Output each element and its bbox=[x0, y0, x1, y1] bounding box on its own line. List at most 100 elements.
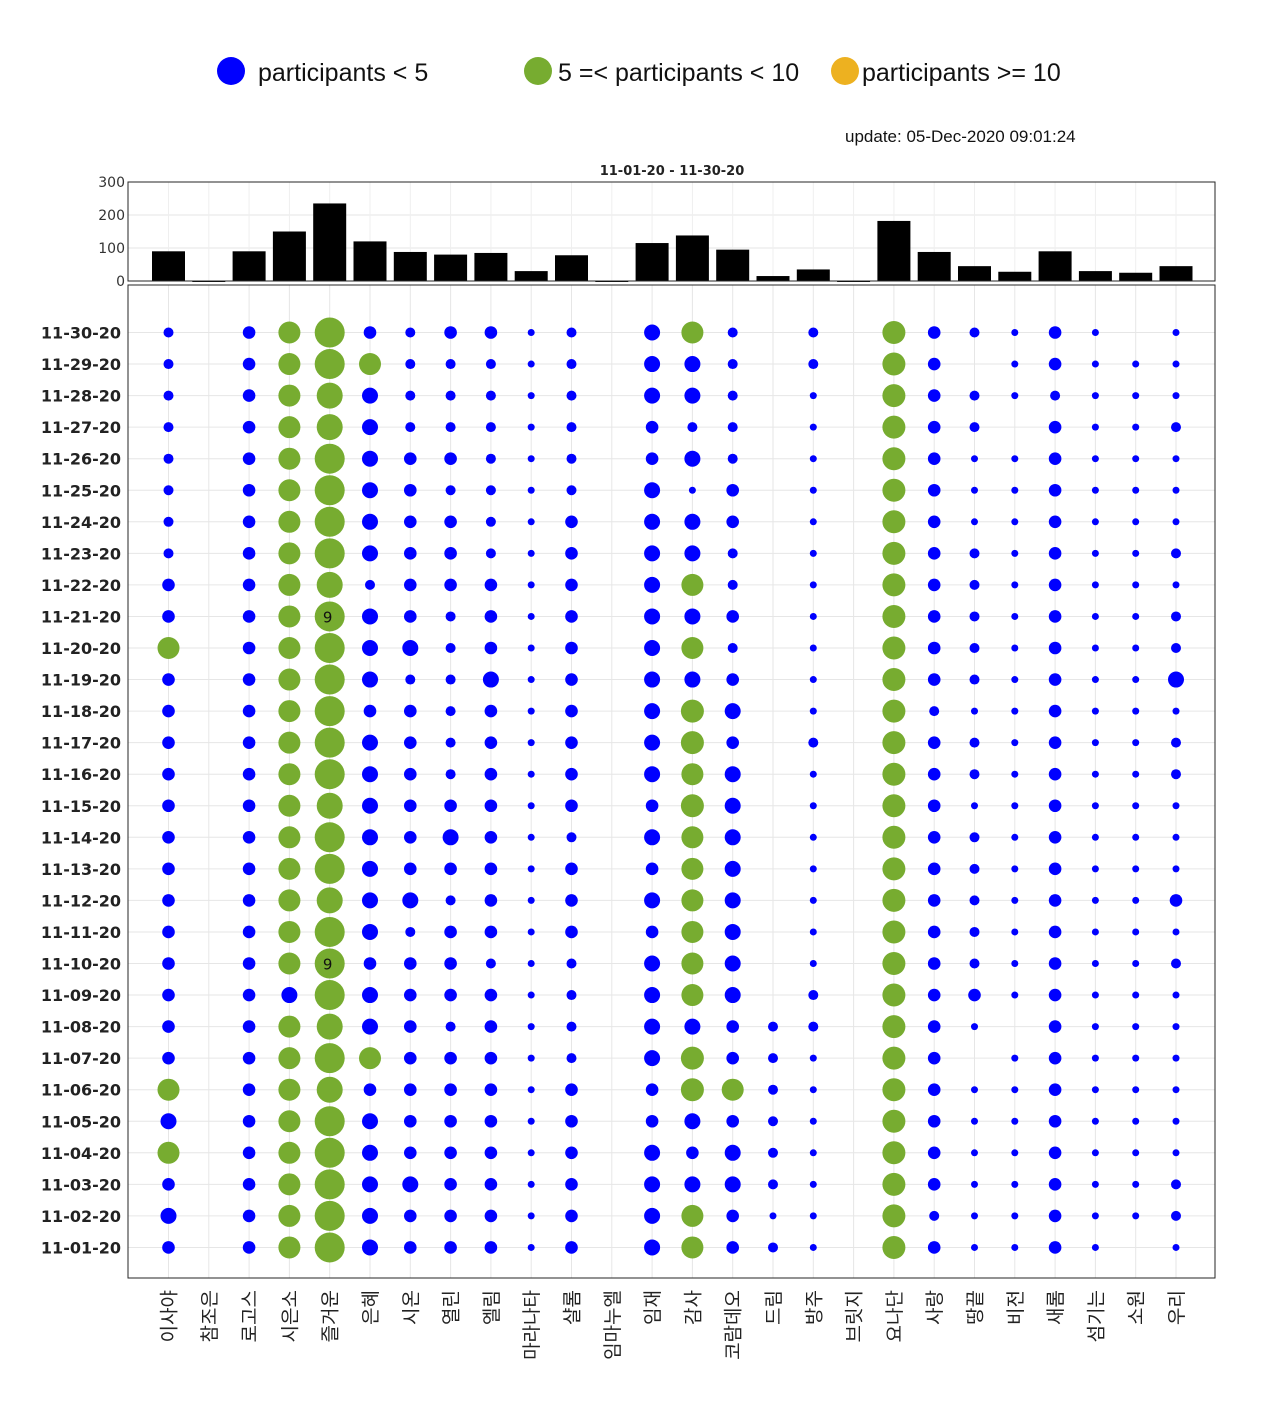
bubble bbox=[363, 704, 377, 718]
bubble bbox=[882, 1235, 906, 1259]
bubble bbox=[362, 860, 378, 877]
bubble bbox=[882, 952, 906, 975]
category-tick-label: 소원 bbox=[1126, 1290, 1148, 1325]
bubble bbox=[565, 641, 578, 655]
category-tick-label: 임마누엘 bbox=[602, 1290, 624, 1360]
bubble bbox=[927, 862, 941, 876]
bubble bbox=[1172, 360, 1180, 368]
bubble bbox=[927, 1146, 941, 1160]
bubble bbox=[1132, 928, 1140, 936]
bubble bbox=[402, 892, 419, 909]
bubble bbox=[362, 482, 378, 499]
bubble bbox=[565, 767, 578, 781]
date-tick-label: 11-29-20 bbox=[41, 355, 121, 374]
bubble bbox=[445, 706, 456, 717]
bar-chart-frame bbox=[127, 181, 1216, 282]
bubble bbox=[1011, 960, 1019, 967]
bubble bbox=[644, 892, 661, 909]
bubble bbox=[724, 987, 741, 1004]
bubble bbox=[809, 770, 817, 778]
bubble bbox=[882, 920, 906, 944]
bubble bbox=[404, 767, 417, 781]
bubble bbox=[485, 359, 496, 370]
category-tick-label: 즐거운 bbox=[320, 1290, 342, 1342]
bubble bbox=[1132, 865, 1140, 873]
date-tick-label: 11-05-20 bbox=[41, 1112, 121, 1131]
bubble bbox=[726, 1020, 739, 1033]
bubble bbox=[162, 831, 175, 844]
bubble bbox=[444, 1083, 457, 1096]
bubble bbox=[527, 1117, 535, 1125]
bubble bbox=[927, 610, 941, 623]
bubble bbox=[565, 704, 578, 718]
bubble bbox=[1172, 707, 1180, 715]
bubble bbox=[1091, 1212, 1099, 1220]
bubble bbox=[1172, 802, 1180, 810]
bubble bbox=[565, 862, 578, 876]
bubble bbox=[442, 829, 459, 846]
bubble bbox=[444, 1178, 457, 1191]
bar bbox=[1078, 271, 1112, 281]
bubble bbox=[314, 759, 345, 790]
bubble bbox=[362, 1018, 378, 1035]
bubble bbox=[686, 1146, 699, 1160]
bubble bbox=[1132, 360, 1140, 368]
bubble bbox=[162, 1178, 175, 1191]
bubble bbox=[882, 699, 906, 723]
bubble bbox=[644, 955, 661, 972]
bubble bbox=[809, 865, 817, 873]
bubble bbox=[927, 578, 941, 592]
bubble bbox=[681, 889, 704, 912]
bubble bbox=[316, 382, 343, 409]
date-tick-label: 11-06-20 bbox=[41, 1081, 121, 1100]
bubble bbox=[971, 1149, 978, 1157]
bubble bbox=[684, 1018, 701, 1035]
bubble bbox=[1011, 1212, 1019, 1220]
bubble bbox=[527, 360, 535, 368]
bubble bbox=[1091, 833, 1099, 841]
bubble bbox=[363, 326, 377, 339]
bubble bbox=[1132, 392, 1140, 400]
bubble bbox=[684, 513, 701, 530]
bubble bbox=[527, 865, 535, 873]
bubble bbox=[1171, 611, 1181, 622]
bubble bbox=[565, 610, 578, 623]
bubble bbox=[1011, 802, 1019, 810]
bubble bbox=[1171, 422, 1181, 433]
bubble bbox=[971, 1243, 978, 1251]
bar bbox=[434, 254, 468, 281]
bubble bbox=[1132, 960, 1140, 967]
bubble bbox=[927, 988, 941, 1002]
bubble bbox=[726, 610, 739, 623]
bar bbox=[917, 251, 951, 281]
bubble bbox=[362, 829, 378, 846]
bubble bbox=[314, 538, 345, 569]
bubble bbox=[527, 1054, 535, 1062]
bubble bbox=[1172, 833, 1180, 841]
date-tick-label: 11-27-20 bbox=[41, 418, 121, 437]
bubble bbox=[362, 1144, 378, 1161]
bubble bbox=[1011, 1086, 1019, 1094]
bubble bbox=[687, 422, 698, 433]
bubble bbox=[404, 1020, 417, 1033]
bubble bbox=[162, 925, 175, 939]
bubble bbox=[1132, 549, 1140, 557]
bubble bbox=[1091, 676, 1099, 684]
bubble bbox=[278, 857, 301, 880]
bubble bbox=[278, 1015, 301, 1038]
date-tick-label: 11-02-20 bbox=[41, 1207, 121, 1226]
bar bbox=[958, 266, 991, 281]
bubble bbox=[314, 853, 345, 884]
bubble bbox=[362, 1207, 378, 1224]
bubble bbox=[314, 980, 345, 1011]
bubble bbox=[1011, 739, 1019, 747]
bubble bbox=[445, 895, 456, 906]
bubble bbox=[644, 513, 661, 530]
bubble bbox=[314, 349, 345, 380]
bubble bbox=[362, 892, 378, 909]
bubble bbox=[1132, 707, 1140, 715]
bubble bbox=[1048, 483, 1062, 497]
date-tick-label: 11-08-20 bbox=[41, 1018, 121, 1037]
bubble bbox=[645, 1083, 659, 1096]
bubble bbox=[566, 485, 577, 496]
